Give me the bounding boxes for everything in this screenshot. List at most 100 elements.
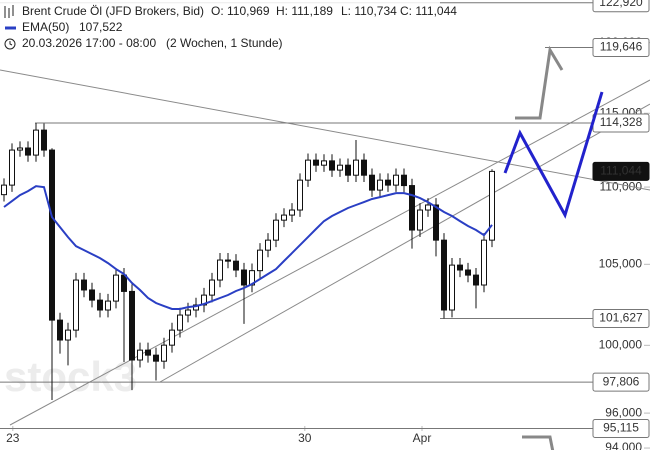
ohlc-high: H: 111,189: [276, 4, 333, 18]
clock-hand: [9, 41, 13, 46]
level-label: 122,920: [599, 0, 643, 9]
ohlc-open: O: 110,969: [211, 4, 270, 18]
candle-body: [465, 269, 471, 276]
candles: [1, 123, 495, 401]
candle-body: [337, 164, 343, 171]
candle-body: [17, 147, 23, 151]
candle-body: [105, 300, 111, 311]
candle-body: [41, 129, 47, 151]
candle-body: [65, 329, 71, 341]
candle-body: [321, 160, 327, 166]
instrument-title: Brent Crude Öl (JFD Brokers, Bid): [22, 4, 204, 18]
candle-body: [449, 264, 455, 311]
candle-body: [1, 184, 7, 196]
watermark: stock3: [4, 353, 137, 400]
level-box: [592, 161, 650, 181]
candle-body: [473, 274, 479, 286]
candle-body: [9, 149, 15, 186]
level-label: 111,044: [600, 164, 642, 178]
candle-body: [281, 214, 287, 221]
level-box: [592, 38, 650, 58]
candle-body: [289, 209, 295, 216]
candle-body: [329, 160, 335, 171]
ohlc-low: L: 110,734: [341, 4, 397, 18]
candle-body: [89, 289, 95, 301]
candle-body: [385, 179, 391, 186]
candle-body: [153, 354, 159, 362]
candle-body: [417, 209, 423, 231]
candle-body: [313, 159, 319, 166]
trend-line: [159, 103, 650, 383]
candle-body: [113, 274, 119, 302]
y-tick-label: 105,000: [599, 256, 643, 270]
candle-body: [233, 260, 239, 271]
level-label: 114,328: [600, 115, 643, 129]
candle-body: [305, 159, 311, 181]
candle-body: [209, 279, 215, 296]
candle-body: [177, 314, 183, 331]
level-box: [592, 309, 650, 329]
candle-body: [409, 185, 415, 231]
candle-body: [257, 249, 263, 272]
clock-icon: [4, 38, 16, 50]
candle-body: [225, 259, 231, 262]
interval: (2 Wochen, 1 Stunde): [166, 36, 283, 50]
level-box: [592, 372, 650, 392]
candle-body: [217, 259, 223, 281]
projections: [503, 45, 604, 450]
candle-body: [25, 147, 31, 156]
level-label: 101,627: [599, 311, 643, 325]
trend-line: [0, 69, 650, 191]
x-tick-label: 30: [298, 431, 312, 445]
candle-body: [345, 164, 351, 176]
candle-body: [129, 290, 135, 361]
trend-line: [9, 79, 650, 426]
candle-body: [121, 274, 127, 292]
candle-body: [81, 279, 87, 291]
candle-body: [361, 159, 367, 176]
candle-body: [273, 219, 279, 241]
period: 20.03.2026 17:00 - 08:00: [22, 36, 156, 50]
candle-body: [369, 174, 375, 191]
level-label: 119,646: [600, 40, 643, 54]
y-tick-label: 94,000: [605, 440, 642, 450]
candle-body: [401, 174, 407, 187]
ohlc-close: C: 111,044: [400, 4, 457, 18]
level-box: [592, 418, 650, 438]
candle-body: [49, 149, 55, 321]
candle-body: [57, 319, 63, 341]
level-label: 95,115: [603, 421, 639, 435]
ema-line: [3, 185, 493, 310]
x-tick-label: Apr: [413, 431, 432, 445]
candle-body: [353, 159, 359, 176]
candle-body: [265, 239, 271, 251]
projection-arrow: [515, 45, 564, 120]
projection-zigzag: [503, 91, 604, 219]
legend: Brent Crude Öl (JFD Brokers, Bid) O: 110…: [0, 0, 457, 54]
candle-icon: [4, 5, 14, 18]
candle-body: [33, 129, 39, 156]
candle-body: [489, 170, 495, 241]
legend-label: EMA(50): [22, 20, 69, 34]
candle-body: [425, 204, 431, 211]
candle-body: [97, 299, 103, 311]
candle-body: [241, 269, 247, 286]
projection-arrow: [522, 435, 555, 450]
y-tick-label: 100,000: [599, 337, 643, 351]
indicator-value: 107,522: [79, 20, 123, 34]
legend-bg: [0, 0, 440, 54]
level-label: 97,806: [603, 374, 640, 388]
candle-body: [185, 309, 191, 316]
candle-body: [161, 344, 167, 362]
candle-body: [441, 239, 447, 311]
candle-body: [393, 174, 399, 186]
candle-body: [137, 349, 143, 361]
candle-body: [73, 279, 79, 331]
candle-body: [193, 304, 199, 311]
candle-body: [377, 179, 383, 191]
candle-body: [145, 349, 151, 356]
candle-body: [297, 179, 303, 211]
x-tick-label: 23: [6, 431, 20, 445]
